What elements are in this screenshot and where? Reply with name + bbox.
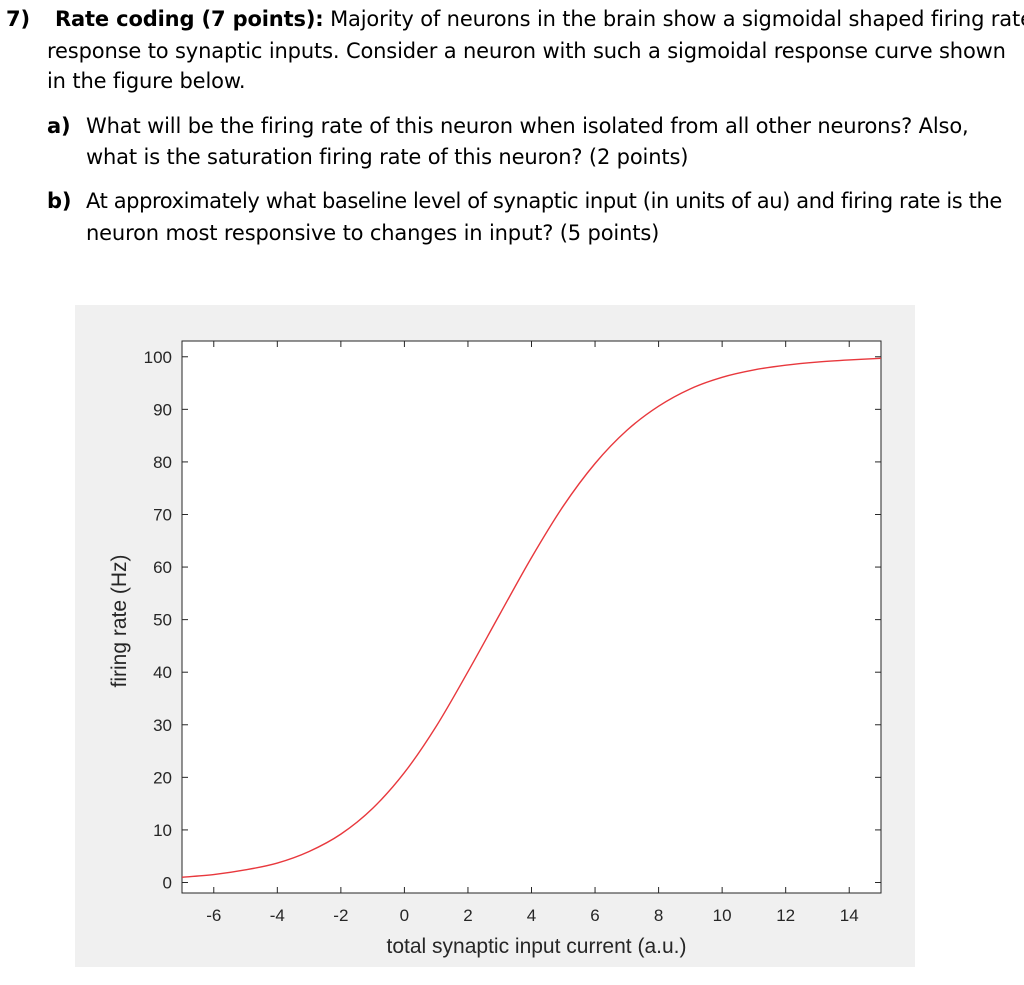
x-tick-label: 12 bbox=[776, 906, 795, 925]
part-a-line-1: What will be the firing rate of this neu… bbox=[86, 114, 969, 138]
x-axis-label: total synaptic input current (a.u.) bbox=[387, 935, 687, 958]
y-tick-label: 0 bbox=[163, 873, 172, 892]
part-b-line-2: neuron most responsive to changes in inp… bbox=[86, 221, 660, 245]
y-tick-label: 30 bbox=[153, 716, 172, 735]
question-intro-2: response to synaptic inputs. Consider a … bbox=[47, 39, 1006, 63]
question-number: 7) bbox=[6, 7, 30, 31]
question-intro-3: in the figure below. bbox=[47, 69, 246, 93]
x-tick-label: -2 bbox=[333, 906, 348, 925]
part-a-label: a) bbox=[47, 114, 71, 138]
question-line-1: 7) Rate coding (7 points): Majority of n… bbox=[6, 4, 1024, 34]
series-line bbox=[181, 357, 882, 878]
x-tick-label: 4 bbox=[527, 906, 536, 925]
y-tick-label: 100 bbox=[144, 348, 172, 367]
x-tick-label: 10 bbox=[713, 906, 732, 925]
x-tick-label: -4 bbox=[270, 906, 285, 925]
part-b-line-1: At approximately what baseline level of … bbox=[86, 189, 1002, 213]
x-tick-label: 2 bbox=[463, 906, 472, 925]
part-a-line-2: what is the saturation firing rate of th… bbox=[86, 145, 689, 169]
plot-area bbox=[181, 340, 882, 894]
x-tick-label: 8 bbox=[654, 906, 663, 925]
x-tick-label: 6 bbox=[590, 906, 599, 925]
y-tick-label: 80 bbox=[153, 453, 172, 472]
y-tick-label: 50 bbox=[153, 611, 172, 630]
question-intro-1: Majority of neurons in the brain show a … bbox=[330, 7, 1024, 31]
y-tick-label: 10 bbox=[153, 821, 172, 840]
part-b-label: b) bbox=[47, 189, 72, 213]
sigmoid-figure: -6 -4 -2 0 2 4 6 8 10 12 14 0 10 20 30 40 50 60 70 80 90 100 t… bbox=[75, 305, 915, 967]
y-axis-label: firing rate (Hz) bbox=[108, 554, 131, 687]
y-tick-label: 40 bbox=[153, 663, 172, 682]
y-tick-label: 70 bbox=[153, 505, 172, 524]
y-tick-label: 60 bbox=[153, 558, 172, 577]
firing-rate-chart: -6 -4 -2 0 2 4 6 8 10 12 14 0 10 20 30 40 50 60 70 80 90 100 t… bbox=[108, 340, 882, 958]
x-tick-label: 14 bbox=[840, 906, 859, 925]
x-tick-label: 0 bbox=[400, 906, 409, 925]
x-tick-label: -6 bbox=[206, 906, 221, 925]
y-tick-label: 20 bbox=[153, 768, 172, 787]
y-tick-label: 90 bbox=[153, 400, 172, 419]
question-title: Rate coding (7 points): bbox=[54, 7, 324, 31]
